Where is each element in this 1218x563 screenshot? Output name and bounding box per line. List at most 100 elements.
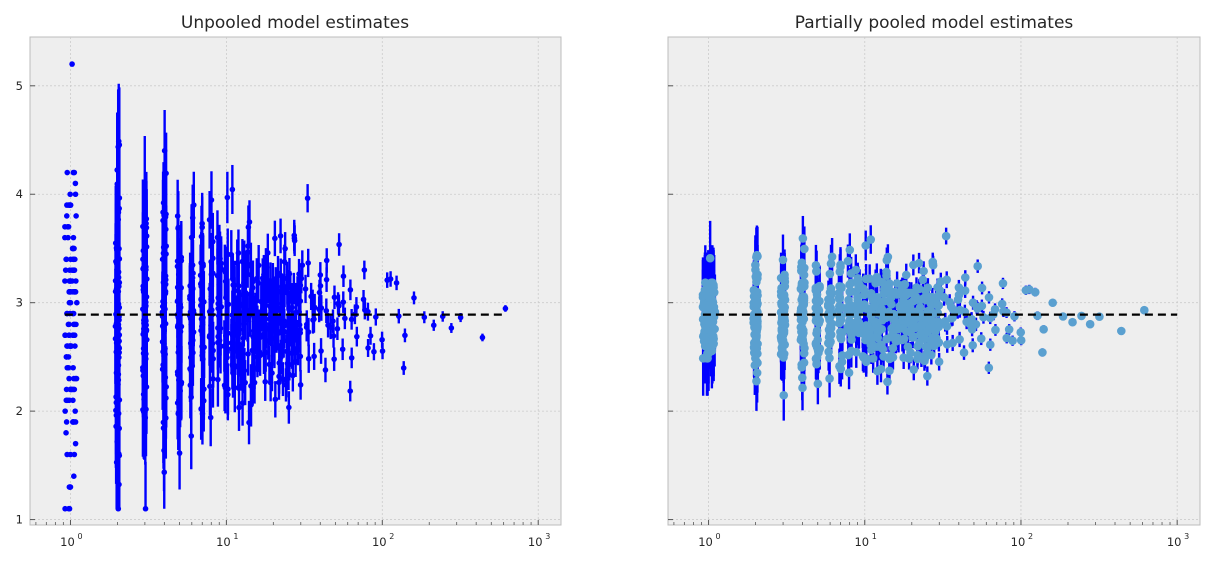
data-point bbox=[216, 249, 223, 255]
data-point bbox=[297, 282, 304, 289]
data-point bbox=[886, 351, 896, 360]
data-point bbox=[177, 328, 184, 335]
data-point bbox=[258, 298, 265, 305]
x-tick-label: 10 bbox=[854, 535, 869, 549]
data-point bbox=[115, 296, 121, 302]
data-point bbox=[207, 414, 214, 421]
data-point bbox=[297, 298, 304, 304]
data-point bbox=[229, 331, 236, 338]
data-point bbox=[161, 147, 168, 154]
data-point bbox=[271, 347, 278, 353]
data-point bbox=[361, 267, 368, 273]
data-point bbox=[777, 300, 787, 310]
data-point bbox=[188, 346, 195, 353]
data-point bbox=[959, 348, 969, 357]
data-point bbox=[72, 440, 79, 447]
data-point bbox=[62, 408, 68, 414]
data-point bbox=[67, 278, 73, 284]
data-point bbox=[701, 290, 711, 300]
data-point bbox=[225, 391, 231, 398]
data-point bbox=[141, 396, 147, 403]
data-point bbox=[305, 260, 312, 266]
data-point bbox=[751, 325, 761, 335]
data-point bbox=[752, 368, 762, 378]
data-point bbox=[113, 459, 120, 466]
data-point bbox=[240, 303, 247, 310]
data-point bbox=[243, 270, 249, 277]
data-point bbox=[934, 320, 943, 330]
data-point bbox=[705, 300, 715, 309]
data-point bbox=[115, 381, 121, 388]
data-point bbox=[331, 294, 338, 301]
y-tick-label: 4 bbox=[16, 187, 23, 201]
data-point bbox=[255, 262, 262, 269]
data-point bbox=[800, 278, 809, 288]
data-point bbox=[200, 261, 206, 268]
data-point bbox=[62, 234, 68, 241]
data-point bbox=[67, 484, 74, 490]
data-point bbox=[176, 309, 182, 316]
data-point bbox=[882, 255, 892, 265]
data-point bbox=[62, 267, 69, 273]
data-point bbox=[65, 202, 72, 208]
data-point bbox=[282, 245, 288, 252]
data-point bbox=[174, 213, 181, 219]
data-point bbox=[708, 317, 718, 326]
data-point bbox=[222, 384, 229, 391]
data-point bbox=[1004, 325, 1014, 334]
data-point bbox=[960, 273, 970, 282]
data-point bbox=[877, 324, 887, 334]
data-point bbox=[752, 376, 761, 386]
data-point bbox=[843, 256, 853, 266]
data-point bbox=[230, 370, 236, 376]
data-point bbox=[845, 280, 854, 290]
data-point bbox=[64, 169, 71, 176]
data-point bbox=[701, 278, 710, 287]
data-point bbox=[878, 344, 888, 354]
data-point bbox=[143, 299, 149, 306]
x-tick-label: 10 bbox=[1011, 535, 1026, 549]
data-point bbox=[235, 283, 242, 289]
data-point bbox=[242, 290, 249, 296]
x-tick-exponent: 2 bbox=[1028, 532, 1033, 541]
data-point bbox=[835, 362, 844, 371]
data-point bbox=[825, 353, 834, 363]
data-point bbox=[142, 505, 149, 512]
data-point bbox=[251, 365, 258, 371]
y-tick-label: 5 bbox=[16, 79, 23, 93]
data-point bbox=[305, 329, 312, 335]
data-point bbox=[236, 341, 243, 348]
data-point bbox=[200, 397, 207, 404]
data-point bbox=[188, 234, 195, 241]
data-point bbox=[271, 323, 278, 330]
data-point bbox=[847, 335, 856, 344]
data-point bbox=[236, 350, 243, 356]
data-point bbox=[288, 314, 295, 321]
data-point bbox=[277, 305, 284, 312]
data-point bbox=[222, 269, 229, 276]
data-point bbox=[215, 295, 222, 301]
data-point bbox=[175, 224, 182, 231]
data-point bbox=[1039, 325, 1048, 334]
data-point bbox=[140, 306, 146, 312]
data-point bbox=[70, 397, 76, 404]
data-point bbox=[298, 275, 305, 282]
data-point bbox=[928, 259, 938, 268]
data-point bbox=[177, 388, 183, 394]
data-point bbox=[305, 355, 312, 362]
data-point bbox=[62, 332, 69, 339]
data-point bbox=[176, 286, 183, 293]
data-point bbox=[323, 276, 330, 283]
data-point bbox=[834, 305, 844, 314]
data-point bbox=[63, 213, 70, 219]
data-point bbox=[161, 327, 167, 334]
data-point bbox=[283, 348, 290, 355]
data-point bbox=[704, 349, 713, 358]
data-point bbox=[254, 275, 260, 282]
data-point bbox=[779, 390, 789, 400]
data-point bbox=[114, 167, 121, 173]
data-point bbox=[216, 255, 222, 261]
data-point bbox=[294, 337, 300, 343]
data-point bbox=[278, 300, 285, 307]
data-point bbox=[892, 279, 902, 288]
